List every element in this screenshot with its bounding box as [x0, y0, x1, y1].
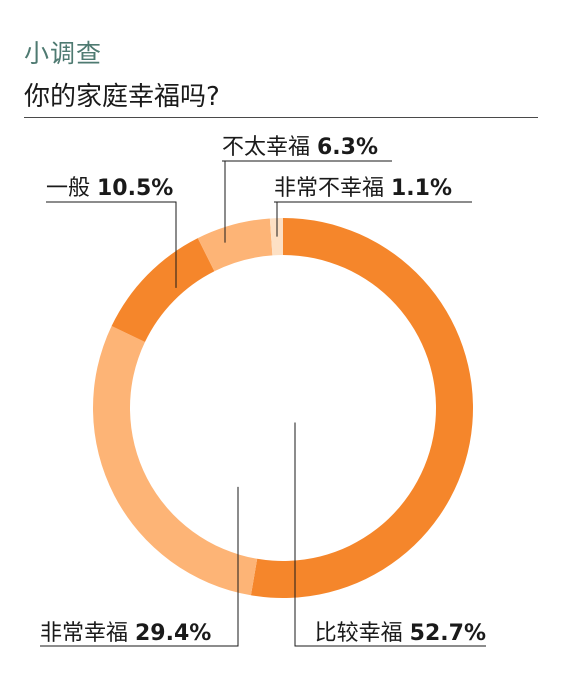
- label-yiban: 一般 10.5%: [46, 176, 173, 201]
- slice-5: [269, 218, 283, 256]
- slice-1: [250, 218, 474, 598]
- label-feichang-bu-xingfu: 非常不幸福 1.1%: [274, 176, 452, 201]
- label-bijiao-xingfu: 比较幸福 52.7%: [315, 621, 486, 646]
- value-label: 29.4%: [135, 621, 211, 646]
- value-label: 52.7%: [410, 621, 486, 646]
- label-feichang-xingfu: 非常幸福 29.4%: [40, 621, 211, 646]
- slice-4: [197, 218, 273, 272]
- value-label: 1.1%: [391, 176, 452, 201]
- value-label: 10.5%: [97, 176, 173, 201]
- label-butai-xingfu: 不太幸福 6.3%: [222, 135, 378, 160]
- slice-2: [93, 326, 258, 596]
- chart-kicker: 小调查: [24, 39, 103, 68]
- category-name: 非常幸福: [40, 621, 135, 646]
- category-name: 不太幸福: [222, 135, 317, 160]
- category-name: 比较幸福: [315, 621, 410, 646]
- chart-title: 你的家庭幸福吗?: [24, 82, 220, 112]
- slice-3: [111, 238, 215, 342]
- title-divider: [24, 117, 538, 118]
- category-name: 非常不幸福: [274, 176, 391, 201]
- value-label: 6.3%: [317, 135, 378, 160]
- category-name: 一般: [46, 176, 97, 201]
